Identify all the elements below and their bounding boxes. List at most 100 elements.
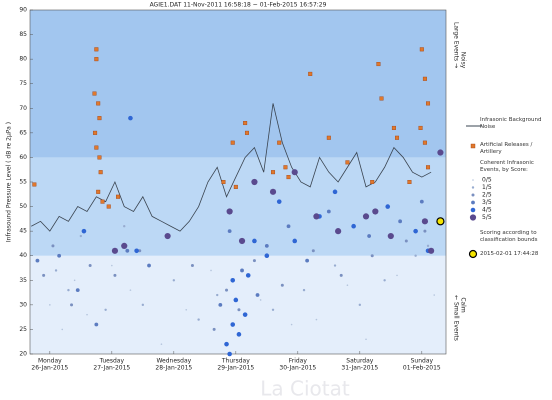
artillery-point	[94, 57, 99, 62]
event-point	[172, 279, 176, 282]
artillery-point	[97, 116, 102, 121]
event-point	[398, 219, 403, 224]
event-point	[79, 234, 83, 238]
legend-swatch	[472, 179, 474, 181]
event-point	[292, 238, 298, 244]
event-point	[125, 248, 130, 253]
event-point	[290, 323, 293, 326]
event-point	[437, 149, 444, 156]
event-point	[291, 169, 298, 176]
x-tick-date: 26-Jan-2015	[31, 365, 68, 372]
artillery-point	[243, 121, 248, 126]
event-point	[311, 249, 315, 253]
chart-title: AGIE1.DAT 11-Nov-2011 16:58:18 ~ 01-Feb-…	[150, 2, 327, 9]
event-point	[242, 312, 248, 317]
event-point	[57, 253, 62, 258]
artillery-point	[422, 76, 427, 81]
x-tick-date: 28-Jan-2015	[155, 365, 192, 372]
event-point	[339, 273, 343, 277]
event-point	[226, 208, 233, 215]
artillery-point	[230, 140, 235, 145]
event-point	[141, 303, 145, 307]
artillery-point	[96, 101, 101, 106]
event-point	[414, 254, 417, 257]
event-point	[255, 293, 260, 297]
legend-swatch	[468, 249, 478, 259]
event-point	[332, 189, 338, 195]
artillery-point	[98, 170, 103, 175]
event-point	[305, 258, 310, 263]
event-point	[212, 327, 216, 331]
event-point	[218, 302, 223, 307]
x-tick-date: 27-Jan-2015	[93, 365, 130, 372]
event-point	[426, 244, 430, 248]
event-point	[326, 209, 331, 214]
y-tick-label: 80	[19, 56, 27, 63]
event-point	[88, 264, 92, 268]
y-tick-label: 35	[19, 277, 27, 284]
x-tick-label: Thursday	[221, 358, 250, 365]
artillery-point	[379, 96, 384, 101]
artillery-point	[308, 71, 313, 76]
artillery-point	[426, 101, 431, 106]
event-point	[61, 328, 64, 331]
y-tick-label: 65	[19, 129, 27, 136]
artillery-point	[106, 204, 111, 209]
artillery-point	[426, 165, 431, 170]
event-point	[42, 273, 46, 277]
event-point	[113, 273, 117, 277]
event-point	[245, 273, 251, 278]
event-point	[237, 308, 241, 312]
event-point	[346, 284, 349, 287]
event-point	[264, 243, 269, 248]
event-point	[367, 234, 372, 238]
event-point	[370, 254, 374, 258]
event-point	[54, 269, 58, 272]
x-tick-date: 01-Feb-2015	[403, 365, 441, 372]
event-point	[210, 269, 212, 272]
event-point	[404, 239, 408, 243]
legend-entry: 2/5	[482, 192, 492, 199]
legend-swatch	[471, 186, 475, 189]
event-point	[396, 274, 398, 277]
event-point	[423, 229, 427, 233]
y-tick-label: 20	[19, 351, 27, 358]
artillery-point	[100, 199, 105, 204]
event-point	[433, 294, 436, 296]
event-point	[49, 304, 51, 306]
artillery-point	[92, 91, 97, 96]
y-tick-label: 90	[19, 7, 27, 14]
x-tick-label: Saturday	[346, 358, 373, 365]
event-point	[264, 253, 270, 259]
event-point	[276, 199, 282, 204]
legend-entry: 3/5	[482, 199, 492, 206]
legend-entry: 5/5	[482, 214, 492, 221]
event-point	[94, 322, 99, 327]
event-point	[383, 279, 386, 282]
y-tick-label: 55	[19, 179, 27, 186]
annotation: Calm	[460, 297, 467, 313]
event-point	[147, 263, 151, 268]
event-point	[230, 277, 236, 283]
legend-note: Scoring according to classification boun…	[480, 230, 538, 243]
event-point	[128, 115, 133, 121]
legend-swatch	[470, 207, 476, 213]
event-point	[121, 242, 128, 249]
event-point	[251, 178, 258, 186]
event-point	[129, 289, 132, 291]
event-point	[240, 268, 244, 273]
artillery-point	[97, 155, 102, 160]
legend-entry: Artificial Releases / Artillery	[480, 142, 533, 155]
artillery-point	[395, 135, 400, 140]
y-tick-label: 25	[19, 326, 27, 333]
legend-entry: 2015-02-01 17:44:28	[480, 251, 539, 257]
event-point	[67, 288, 70, 292]
artillery-point	[221, 179, 226, 184]
artillery-point	[94, 47, 99, 52]
artillery-point	[391, 125, 396, 130]
event-point	[227, 351, 232, 357]
y-tick-label: 40	[19, 252, 27, 259]
event-point	[286, 224, 291, 229]
